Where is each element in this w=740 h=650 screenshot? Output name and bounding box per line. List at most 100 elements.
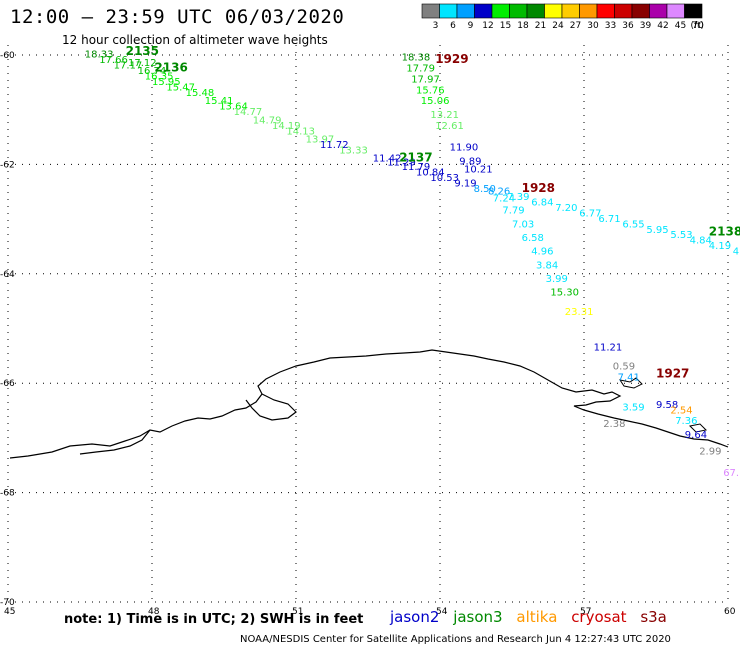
wave-height-label: 6.58 bbox=[522, 233, 544, 244]
lat-tick-label: -64 bbox=[0, 270, 15, 280]
wave-height-label: 11.21 bbox=[594, 342, 623, 353]
wave-height-label: 6.55 bbox=[622, 219, 644, 230]
legend-label: 33 bbox=[605, 21, 616, 31]
orbit-number-label: 1929 bbox=[435, 52, 468, 66]
wave-height-label: 14.13 bbox=[286, 126, 315, 137]
wave-height-label: 7.36 bbox=[675, 416, 697, 427]
wave-height-label: 13.97 bbox=[306, 135, 335, 146]
wave-height-label: 14.19 bbox=[272, 121, 301, 132]
legend-swatch bbox=[456, 3, 475, 19]
wave-height-label: 3.99 bbox=[546, 274, 568, 285]
lon-tick-label: 60 bbox=[724, 607, 736, 617]
wave-height-label: 5.95 bbox=[646, 225, 668, 236]
wave-height-label: 13.21 bbox=[430, 110, 459, 121]
legend-swatch bbox=[666, 3, 685, 19]
legend-label: 3 bbox=[433, 21, 439, 31]
antarctic-coastline bbox=[9, 349, 729, 459]
orbit-number-label: 1927 bbox=[656, 367, 689, 381]
wave-height-label: 4.96 bbox=[531, 247, 553, 258]
wave-height-label: 14.79 bbox=[253, 115, 282, 126]
legend-label: 21 bbox=[535, 21, 546, 31]
wave-height-label: 6.84 bbox=[531, 197, 553, 208]
legend-label: 39 bbox=[640, 21, 652, 31]
wave-height-label: 17.79 bbox=[406, 63, 435, 74]
wave-height-label: 7.39 bbox=[507, 192, 529, 203]
coastline bbox=[9, 349, 729, 459]
legend-label: 70 bbox=[692, 21, 704, 31]
wave-height-label: 2.54 bbox=[670, 405, 692, 416]
orbit-number-label: 2136 bbox=[154, 60, 187, 74]
legend-swatch bbox=[631, 3, 650, 19]
legend-swatch bbox=[421, 3, 440, 19]
wave-height-label: 15.41 bbox=[205, 96, 234, 107]
legend-swatch bbox=[649, 3, 668, 19]
wave-height-label: 10.53 bbox=[430, 173, 459, 184]
wave-height-label: 6.77 bbox=[579, 208, 601, 219]
wave-height-label: 15.06 bbox=[421, 96, 450, 107]
lat-tick-label: -62 bbox=[0, 160, 15, 170]
wave-height-label: 9.64 bbox=[685, 430, 707, 441]
legend-swatch bbox=[491, 3, 510, 19]
page-title: 12:00 – 23:59 UTC 06/03/2020 bbox=[10, 6, 345, 28]
bay-inlet bbox=[245, 393, 297, 421]
legend-swatch bbox=[526, 3, 545, 19]
wave-height-label: 6.71 bbox=[598, 214, 620, 225]
legend-label: 15 bbox=[500, 21, 511, 31]
lat-tick-label: -66 bbox=[0, 379, 15, 389]
wave-height-label: 18.33 bbox=[85, 50, 114, 61]
wave-height-label: 8.50 bbox=[474, 184, 496, 195]
legend-label: 12 bbox=[482, 21, 493, 31]
wave-height-label: 9.58 bbox=[656, 400, 678, 411]
legend-label: 30 bbox=[587, 21, 599, 31]
wave-height-label: 11.79 bbox=[402, 162, 431, 173]
map-frame bbox=[8, 45, 728, 602]
legend-unit: (ft) bbox=[690, 21, 704, 31]
legend-swatch bbox=[509, 3, 528, 19]
page-subtitle: 12 hour collection of altimeter wave hei… bbox=[62, 33, 328, 47]
wave-height-label: 4.19 bbox=[709, 241, 731, 252]
wave-height-label: 2.99 bbox=[699, 446, 721, 457]
wave-height-label: 15.95 bbox=[152, 77, 181, 88]
wave-height-label: 17.66 bbox=[99, 55, 128, 66]
lat-tick-label: -68 bbox=[0, 489, 15, 499]
satellite-altika: altika bbox=[516, 608, 558, 626]
wave-height-label: 15.76 bbox=[416, 85, 445, 96]
wave-height-label: 7.20 bbox=[555, 203, 577, 214]
wave-height-label: 10.84 bbox=[416, 167, 445, 178]
wave-height-label: 4.65 bbox=[733, 247, 740, 258]
lon-tick-label: 51 bbox=[292, 607, 303, 617]
legend-label: 36 bbox=[622, 21, 634, 31]
wave-height-label: 67.17 bbox=[723, 468, 740, 479]
wave-height-label: 9.89 bbox=[459, 156, 481, 167]
wave-height-label: 11.72 bbox=[320, 140, 349, 151]
lon-tick-label: 45 bbox=[4, 607, 15, 617]
orbit-number-label: 2135 bbox=[126, 44, 159, 58]
wave-height-label: 11.29 bbox=[387, 157, 416, 168]
legend-swatch bbox=[614, 3, 633, 19]
wave-height-label: 15.30 bbox=[550, 288, 579, 299]
satellite-jason3: jason3 bbox=[453, 608, 503, 626]
wave-height-label: 13.33 bbox=[339, 145, 368, 156]
orbit-number-label: 2138 bbox=[709, 225, 740, 239]
wave-height-label: 10.21 bbox=[464, 165, 493, 176]
wave-height-label: 18.38 bbox=[402, 52, 431, 63]
legend-label: 9 bbox=[468, 21, 474, 31]
lon-tick-label: 48 bbox=[148, 607, 160, 617]
wave-height-label: 17.17 bbox=[114, 61, 143, 72]
wave-height-label: 15.47 bbox=[166, 83, 195, 94]
footer-note: note: 1) Time is in UTC; 2) SWH is in fe… bbox=[64, 612, 364, 627]
footer-credit: NOAA/NESDIS Center for Satellite Applica… bbox=[240, 634, 671, 645]
legend-label: 24 bbox=[552, 21, 564, 31]
satellite-legend: jason2 jason3 altika cryosat s3a bbox=[390, 608, 676, 626]
wave-height-label: 0.59 bbox=[613, 362, 635, 373]
wave-height-label: 3.84 bbox=[536, 260, 558, 271]
wave-height-label: 8.26 bbox=[488, 186, 510, 197]
legend-swatch bbox=[474, 3, 493, 19]
wave-height-label: 14.77 bbox=[234, 107, 263, 118]
wave-height-label: 17.97 bbox=[411, 74, 440, 85]
east-islands bbox=[618, 377, 708, 433]
orbit-numbers: 2135 2136 1929 2137 1928 2138 1927 bbox=[126, 44, 740, 381]
legend-swatch bbox=[439, 3, 458, 19]
wave-observations: 18.3317.6617.1717.1216.7416.3515.9515.47… bbox=[85, 50, 740, 479]
